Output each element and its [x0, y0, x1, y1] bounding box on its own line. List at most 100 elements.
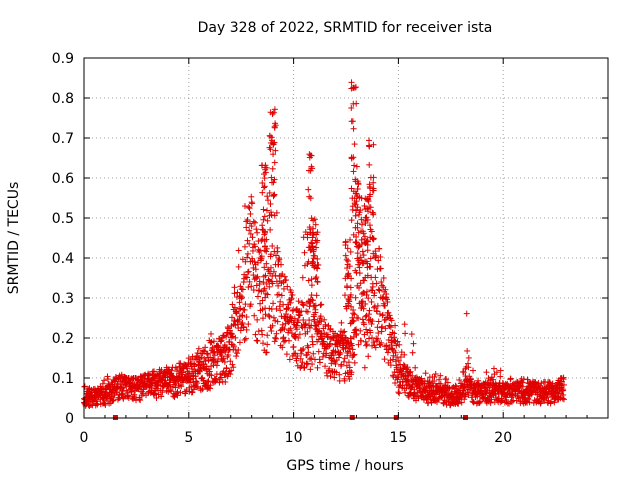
- data-point: [375, 318, 382, 325]
- data-point: [318, 301, 325, 308]
- data-point: [276, 256, 283, 263]
- data-point: [229, 333, 236, 340]
- data-point: [284, 283, 291, 290]
- data-point: [234, 350, 241, 357]
- data-point: [370, 179, 377, 186]
- data-point: [250, 287, 257, 294]
- data-point: [266, 283, 273, 290]
- data-point: [262, 294, 269, 301]
- data-point: [234, 289, 241, 296]
- data-point: [278, 292, 285, 299]
- data-point: [299, 359, 306, 366]
- data-point: [268, 174, 275, 181]
- data-point: [266, 305, 273, 312]
- data-point: [366, 307, 373, 314]
- data-point: [366, 161, 373, 168]
- data-point: [247, 210, 254, 217]
- data-point: [295, 334, 302, 341]
- data-point: [241, 306, 248, 313]
- data-point: [239, 319, 246, 326]
- data-point: [249, 234, 256, 241]
- data-point: [279, 271, 286, 278]
- data-point: [353, 163, 360, 170]
- data-point: [254, 293, 261, 300]
- data-point: [318, 318, 325, 325]
- data-point: [239, 294, 246, 301]
- data-point: [220, 355, 227, 362]
- data-point: [242, 258, 249, 265]
- data-point: [261, 285, 268, 292]
- data-point: [307, 366, 314, 373]
- data-point: [261, 264, 268, 271]
- data-point: [213, 362, 220, 369]
- data-point: [252, 331, 259, 338]
- data-point: [304, 328, 311, 335]
- data-point: [258, 237, 265, 244]
- data-point: [342, 252, 349, 259]
- data-point: [167, 383, 174, 390]
- data-point: [189, 389, 196, 396]
- data-point: [285, 304, 292, 311]
- data-point: [297, 355, 304, 362]
- data-point: [232, 322, 239, 329]
- data-point: [322, 363, 329, 370]
- data-point: [348, 217, 355, 224]
- data-point: [235, 346, 242, 353]
- data-point: [244, 274, 251, 281]
- data-point: [246, 227, 253, 234]
- data-point: [402, 389, 409, 396]
- data-point: [244, 250, 251, 257]
- data-point: [299, 301, 306, 308]
- data-point: [288, 289, 295, 296]
- data-point: [295, 317, 302, 324]
- data-point: [265, 277, 272, 284]
- data-point: [231, 304, 238, 311]
- data-point: [309, 297, 316, 304]
- data-point: [351, 162, 358, 169]
- data-point: [373, 280, 380, 287]
- data-point: [137, 397, 144, 404]
- data-point: [241, 337, 248, 344]
- data-point: [281, 313, 288, 320]
- data-point: [174, 388, 181, 395]
- data-point: [238, 295, 245, 302]
- data-point: [222, 378, 229, 385]
- data-point: [227, 358, 234, 365]
- data-point: [305, 277, 312, 284]
- data-point: [235, 247, 242, 254]
- y-tick-label: 0.7: [52, 131, 74, 147]
- data-point: [301, 364, 308, 371]
- data-point: [244, 269, 251, 276]
- data-point: [370, 210, 377, 217]
- data-point: [365, 142, 372, 149]
- data-point: [158, 367, 165, 374]
- data-point: [304, 308, 311, 315]
- data-point: [364, 247, 371, 254]
- data-point: [252, 266, 259, 273]
- data-point: [177, 360, 184, 367]
- data-point: [264, 332, 271, 339]
- data-point: [350, 168, 357, 175]
- data-point: [246, 240, 253, 247]
- data-point: [226, 327, 233, 334]
- data-point: [125, 392, 132, 399]
- data-point: [370, 235, 377, 242]
- y-tick-label: 0.5: [52, 211, 74, 227]
- data-point: [202, 358, 209, 365]
- data-point: [253, 226, 260, 233]
- data-point: [237, 305, 244, 312]
- data-point: [245, 321, 252, 328]
- data-point: [348, 155, 355, 162]
- data-point: [182, 390, 189, 397]
- data-point: [300, 302, 307, 309]
- data-point: [248, 223, 255, 230]
- data-point: [365, 353, 372, 360]
- data-point: [243, 326, 250, 333]
- data-point: [254, 316, 261, 323]
- data-point: [348, 118, 355, 125]
- data-point: [259, 315, 266, 322]
- data-point: [231, 290, 238, 297]
- data-point: [293, 326, 300, 333]
- data-point: [251, 312, 258, 319]
- data-point: [308, 282, 315, 289]
